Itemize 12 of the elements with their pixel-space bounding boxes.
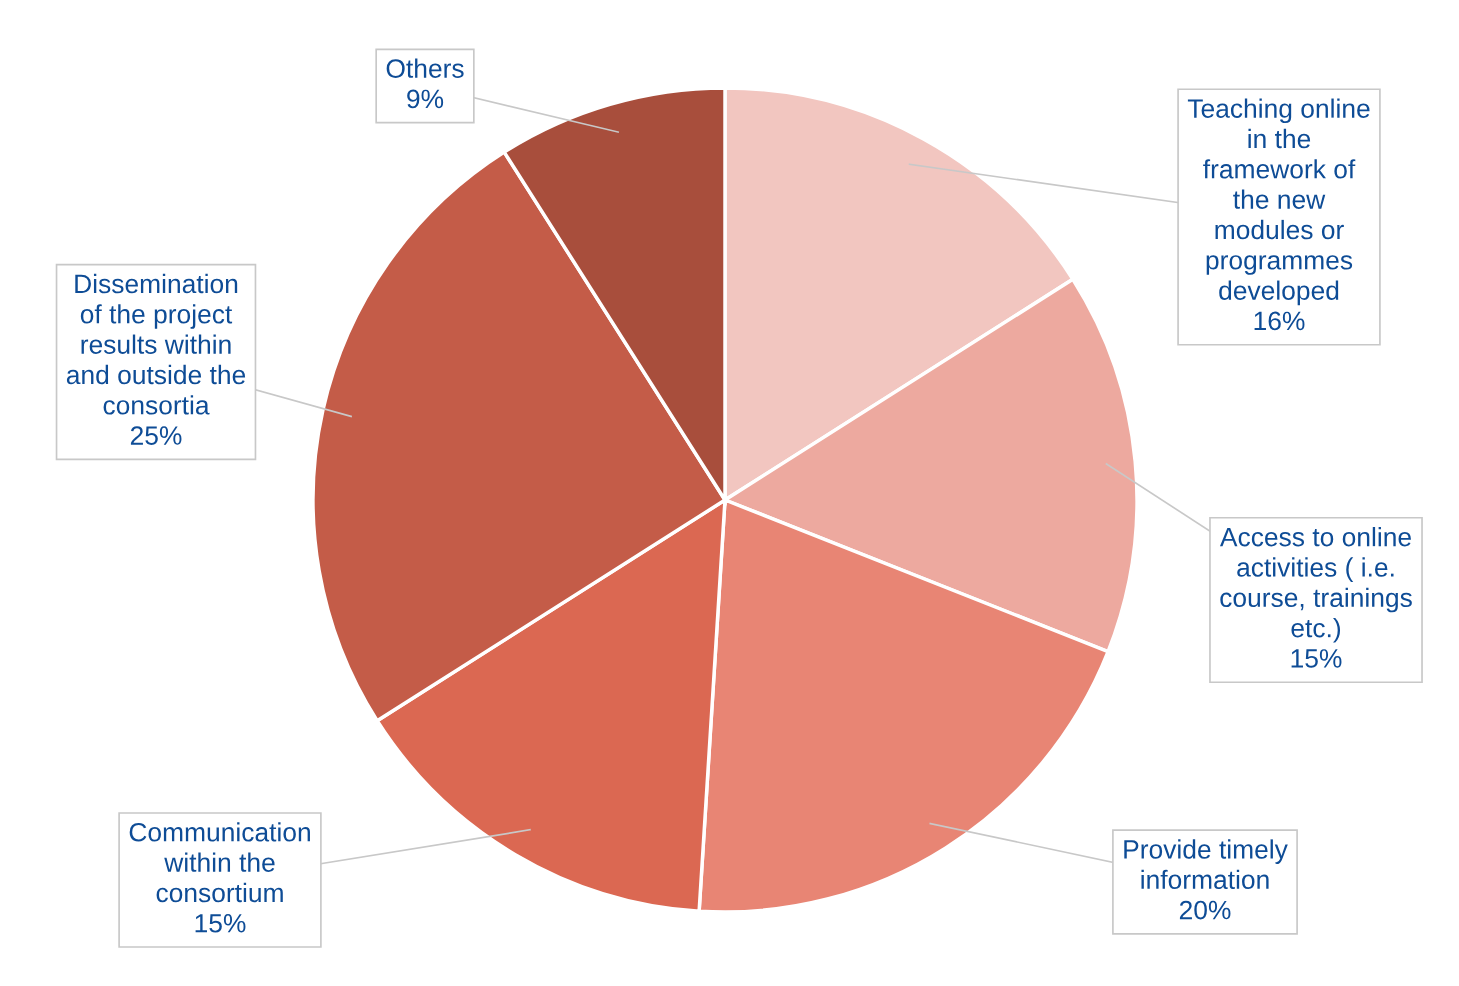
data-label: 9% — [407, 89, 444, 109]
slice-label: Communication within the consortium — [129, 822, 310, 903]
slice-label: Teaching online in the framework of the new modules or programmes developed — [1187, 98, 1370, 306]
slice-label: Others — [386, 58, 464, 78]
data-label: 25% — [130, 426, 182, 445]
data-label: 15% — [195, 914, 246, 933]
data-label: 20% — [1179, 900, 1231, 920]
slice-label: Access to online activities ( i.e. course, trainings etc.) — [1219, 527, 1412, 643]
data-label: 15% — [1291, 649, 1342, 668]
slice-label: Provide timely information — [1124, 839, 1288, 890]
data-label: 16% — [1254, 311, 1305, 331]
slice-label: Dissemination of the project results within and outside the consortia — [66, 273, 246, 415]
